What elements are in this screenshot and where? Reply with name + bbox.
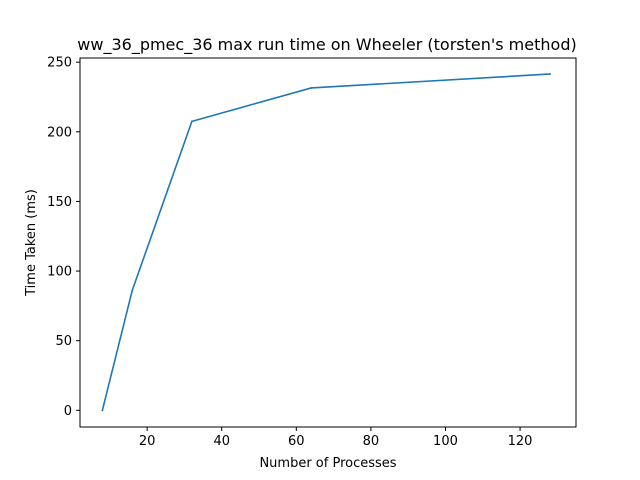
y-tick-label: 0 (64, 404, 72, 419)
y-tick-label: 200 (47, 125, 72, 140)
data-point (131, 289, 134, 292)
x-axis-label: Number of Processes (259, 456, 396, 471)
y-tick-label: 150 (47, 195, 72, 210)
x-tick-label: 20 (139, 434, 156, 449)
data-point (548, 73, 551, 75)
y-tick-label: 50 (55, 334, 72, 349)
series-layer (101, 73, 551, 412)
data-point (101, 409, 104, 412)
x-tick-label: 100 (433, 434, 458, 449)
plot-area-frame (79, 57, 577, 428)
x-tick-label: 40 (213, 434, 230, 449)
y-tick-label: 100 (47, 265, 72, 280)
y-tick-label: 250 (47, 56, 72, 71)
data-point (190, 120, 193, 123)
axis-ticks: 20 40 60 80 100 120 0 50 100 150 200 250 (47, 56, 532, 449)
x-tick-label: 80 (363, 434, 380, 449)
chart-title: ww_36_pmec_36 max run time on Wheeler (t… (77, 35, 576, 55)
data-point (310, 87, 313, 89)
x-tick-label: 60 (288, 434, 305, 449)
x-tick-label: 120 (508, 434, 533, 449)
y-axis-label: Time Taken (ms) (24, 189, 39, 297)
